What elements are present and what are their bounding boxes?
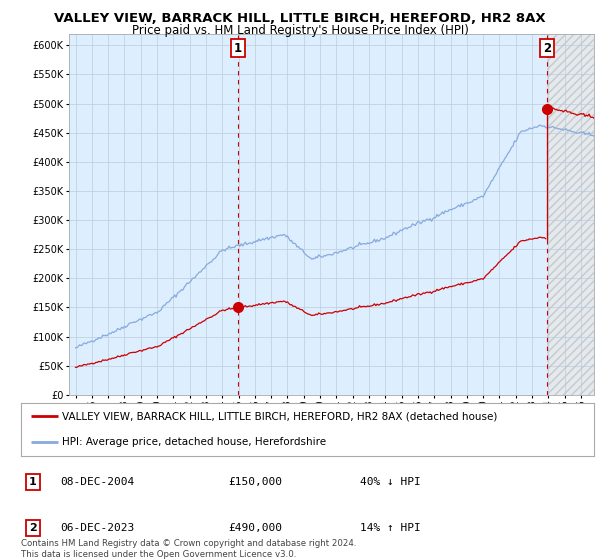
Text: 08-DEC-2004: 08-DEC-2004 — [60, 477, 134, 487]
Text: 2: 2 — [543, 41, 551, 54]
Text: VALLEY VIEW, BARRACK HILL, LITTLE BIRCH, HEREFORD, HR2 8AX (detached house): VALLEY VIEW, BARRACK HILL, LITTLE BIRCH,… — [62, 412, 497, 422]
Text: 1: 1 — [233, 41, 242, 54]
Text: 40% ↓ HPI: 40% ↓ HPI — [360, 477, 421, 487]
Text: £150,000: £150,000 — [228, 477, 282, 487]
Text: 14% ↑ HPI: 14% ↑ HPI — [360, 523, 421, 533]
Text: 06-DEC-2023: 06-DEC-2023 — [60, 523, 134, 533]
Text: 1: 1 — [29, 477, 37, 487]
Text: HPI: Average price, detached house, Herefordshire: HPI: Average price, detached house, Here… — [62, 436, 326, 446]
Text: VALLEY VIEW, BARRACK HILL, LITTLE BIRCH, HEREFORD, HR2 8AX: VALLEY VIEW, BARRACK HILL, LITTLE BIRCH,… — [54, 12, 546, 25]
Bar — [547, 34, 594, 395]
Text: 2: 2 — [29, 523, 37, 533]
Text: Contains HM Land Registry data © Crown copyright and database right 2024.
This d: Contains HM Land Registry data © Crown c… — [21, 539, 356, 559]
Text: £490,000: £490,000 — [228, 523, 282, 533]
Text: Price paid vs. HM Land Registry's House Price Index (HPI): Price paid vs. HM Land Registry's House … — [131, 24, 469, 37]
